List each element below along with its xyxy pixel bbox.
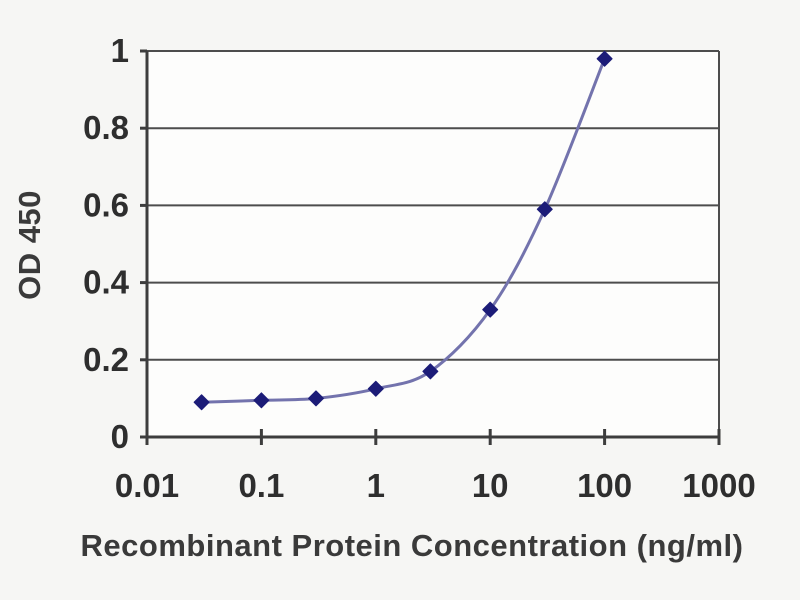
data-point-marker-0.1 (253, 392, 270, 409)
y-tick-label: 0.6 (83, 186, 129, 223)
x-tick-label: 100 (577, 467, 632, 504)
x-tick-label: 1000 (682, 467, 755, 504)
data-point-marker-0.03 (193, 394, 210, 411)
y-axis-title: OD 450 (12, 190, 47, 300)
data-point-marker-0.3 (307, 390, 324, 407)
y-tick-label: 0.8 (83, 109, 129, 146)
plot-area-background (147, 51, 719, 437)
x-tick-label: 10 (472, 467, 509, 504)
y-tick-label: 1 (111, 32, 129, 69)
data-point-marker-100 (596, 50, 613, 67)
data-point-marker-30 (536, 201, 553, 218)
x-axis-title: Recombinant Protein Concentration (ng/ml… (80, 528, 744, 563)
x-tick-label: 1 (367, 467, 385, 504)
data-point-marker-3 (422, 363, 439, 380)
y-tick-label: 0.2 (83, 341, 129, 378)
x-tick-label: 0.01 (115, 467, 179, 504)
data-point-marker-1 (367, 380, 384, 397)
data-point-marker-10 (482, 301, 499, 318)
y-tick-label: 0.4 (83, 264, 130, 301)
y-tick-label: 0 (111, 418, 129, 455)
x-tick-label: 0.1 (238, 467, 284, 504)
